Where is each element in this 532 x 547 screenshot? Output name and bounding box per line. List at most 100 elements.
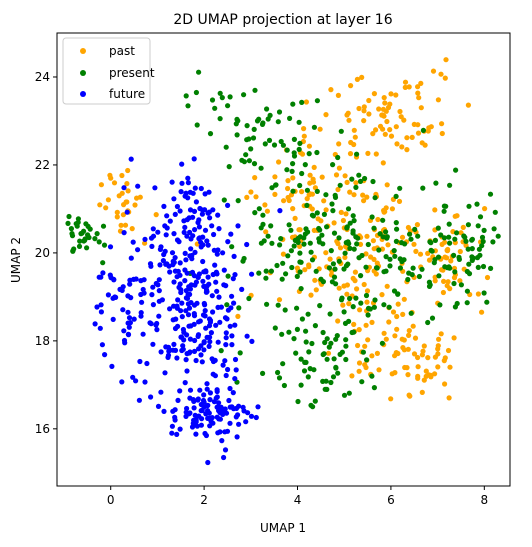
point-past bbox=[401, 296, 407, 302]
point-present bbox=[262, 141, 268, 147]
point-present bbox=[263, 275, 269, 281]
point-future bbox=[192, 227, 198, 233]
point-past bbox=[383, 205, 389, 211]
point-future bbox=[184, 217, 190, 223]
point-present bbox=[371, 385, 377, 391]
point-past bbox=[119, 172, 125, 179]
point-present bbox=[68, 226, 74, 232]
point-future bbox=[187, 336, 193, 342]
point-present bbox=[69, 233, 76, 239]
point-past bbox=[442, 75, 448, 81]
point-present bbox=[420, 185, 426, 191]
point-present bbox=[248, 146, 254, 152]
point-past bbox=[340, 217, 346, 224]
point-past bbox=[415, 373, 421, 379]
point-present bbox=[224, 302, 230, 308]
point-future bbox=[183, 357, 189, 363]
point-present bbox=[393, 193, 399, 199]
point-past bbox=[361, 104, 367, 110]
point-present bbox=[94, 231, 100, 237]
point-past bbox=[404, 365, 410, 371]
point-future bbox=[223, 330, 229, 336]
point-present bbox=[341, 309, 347, 315]
point-present bbox=[194, 122, 200, 128]
point-future bbox=[142, 236, 148, 242]
point-future bbox=[128, 255, 134, 261]
point-past bbox=[389, 371, 395, 377]
point-past bbox=[346, 117, 352, 123]
point-future bbox=[232, 272, 238, 278]
point-past bbox=[365, 337, 371, 343]
point-past bbox=[315, 216, 321, 222]
point-present bbox=[435, 254, 442, 260]
point-present bbox=[282, 307, 288, 313]
point-future bbox=[102, 352, 108, 358]
point-future bbox=[92, 321, 98, 327]
point-past bbox=[385, 242, 391, 248]
point-present bbox=[452, 269, 458, 275]
point-present bbox=[268, 268, 274, 274]
point-present bbox=[78, 231, 84, 237]
point-past bbox=[371, 256, 377, 262]
point-past bbox=[379, 292, 385, 298]
point-future bbox=[187, 349, 193, 355]
point-present bbox=[302, 162, 308, 168]
point-future bbox=[171, 341, 177, 347]
point-past bbox=[435, 364, 441, 370]
point-past bbox=[419, 389, 425, 395]
point-future bbox=[109, 363, 115, 369]
point-present bbox=[237, 350, 243, 356]
point-future bbox=[195, 333, 201, 339]
point-present bbox=[256, 270, 262, 276]
point-future bbox=[207, 215, 213, 221]
x-tick-label: 2 bbox=[200, 493, 208, 507]
point-future bbox=[232, 356, 239, 363]
point-present bbox=[330, 374, 337, 380]
point-future bbox=[177, 208, 183, 214]
point-present bbox=[350, 228, 356, 234]
point-present bbox=[304, 202, 310, 208]
point-future bbox=[98, 302, 104, 308]
point-past bbox=[475, 291, 481, 297]
point-future bbox=[188, 300, 194, 306]
point-present bbox=[285, 253, 291, 259]
point-present bbox=[373, 265, 380, 271]
point-future bbox=[135, 247, 141, 253]
point-present bbox=[290, 161, 296, 167]
point-present bbox=[289, 168, 295, 174]
point-present bbox=[338, 128, 344, 134]
point-future bbox=[200, 312, 207, 318]
point-past bbox=[303, 99, 309, 105]
point-past bbox=[435, 343, 441, 349]
point-future bbox=[122, 340, 128, 346]
point-future bbox=[150, 226, 156, 232]
point-past bbox=[397, 108, 403, 115]
point-future bbox=[205, 402, 211, 408]
point-past bbox=[376, 106, 382, 112]
point-past bbox=[388, 396, 394, 402]
point-present bbox=[303, 339, 309, 345]
point-future bbox=[231, 253, 237, 259]
point-present bbox=[301, 235, 307, 241]
point-past bbox=[311, 164, 317, 170]
point-past bbox=[98, 182, 104, 188]
point-past bbox=[415, 90, 421, 96]
point-past bbox=[395, 350, 401, 357]
point-future bbox=[223, 283, 229, 289]
point-future bbox=[198, 343, 204, 349]
point-past bbox=[413, 248, 419, 254]
point-past bbox=[114, 209, 120, 215]
point-past bbox=[381, 95, 387, 101]
point-present bbox=[381, 269, 387, 275]
point-present bbox=[296, 119, 302, 125]
point-past bbox=[361, 198, 367, 204]
point-past bbox=[344, 291, 350, 297]
point-past bbox=[301, 133, 307, 139]
point-present bbox=[343, 337, 349, 343]
point-past bbox=[369, 319, 375, 325]
point-past bbox=[118, 222, 124, 228]
point-future bbox=[198, 185, 204, 192]
point-present bbox=[354, 151, 360, 157]
point-present bbox=[332, 194, 339, 200]
point-past bbox=[351, 321, 357, 327]
